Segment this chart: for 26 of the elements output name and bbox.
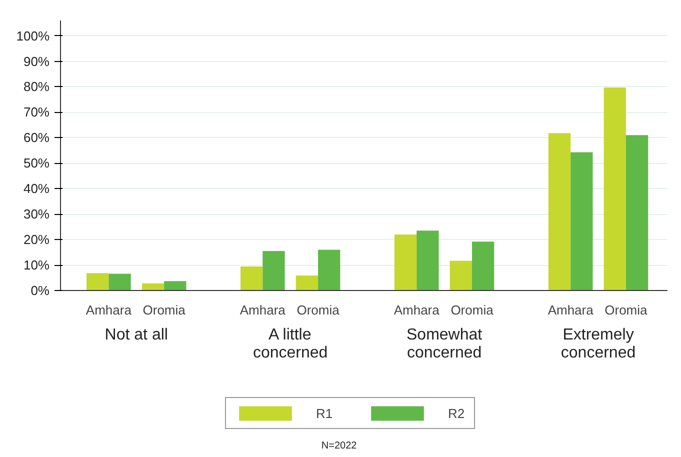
y-tick-label: 70% [23,104,50,120]
x-tick-label: Oromia [604,302,648,318]
y-tick-label: 80% [23,79,50,94]
y-tick-label: 50% [23,156,50,171]
x-tick-label: Amhara [394,302,440,318]
text: Somewhat concerned [406,326,483,362]
x-tick-label: Oromia [296,302,340,318]
text: Extremely concerned [560,326,636,362]
y-tick-label: 100% [16,28,50,44]
x-tick-label: Oromia [450,302,494,318]
y-tick-label: 0% [30,283,50,298]
y-tick-label: 60% [23,130,50,146]
y-tick-label: 20% [23,232,50,248]
legend-label: R1 [316,406,334,420]
x-tick-label: Amhara [548,302,594,318]
y-tick-label: 90% [23,54,50,69]
y-tick-label: 10% [23,258,50,273]
y-tick-label: 30% [23,206,50,222]
text: Not at all [104,326,168,344]
x-tick-label: Oromia [142,302,186,318]
text: N=2022 [321,440,358,452]
y-tick-label: 40% [23,181,50,196]
x-tick-label: Amhara [86,302,132,318]
x-tick-label: Amhara [240,302,286,318]
text: A little concerned [252,326,328,362]
legend-label: R2 [448,406,466,420]
